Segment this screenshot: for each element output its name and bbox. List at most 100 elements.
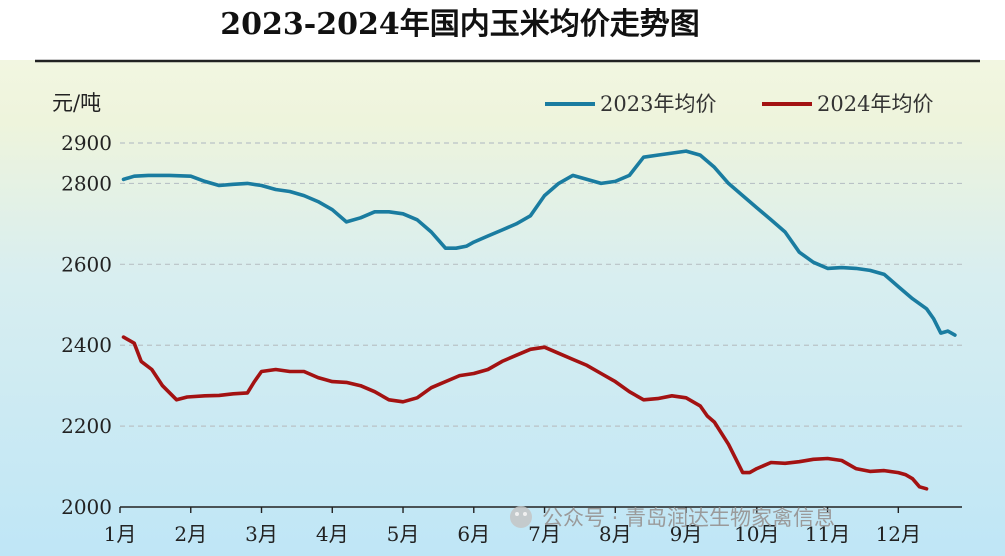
data-point-2023 — [953, 333, 957, 337]
data-point-2024 — [345, 381, 348, 384]
data-point-2024 — [868, 470, 872, 473]
wechat-icon-eye-left — [515, 512, 519, 516]
data-point-2024 — [359, 384, 362, 387]
data-point-2024 — [614, 380, 617, 383]
wechat-icon — [510, 506, 532, 528]
data-point-2024 — [670, 394, 674, 397]
x-tick-label: 3月 — [245, 522, 278, 546]
data-point-2024 — [628, 390, 631, 393]
x-tick-label: 8月 — [599, 522, 632, 546]
data-point-2024 — [274, 368, 277, 371]
y-tick-label: 2200 — [61, 414, 112, 438]
data-point-2023 — [614, 180, 617, 183]
data-point-2023 — [713, 166, 716, 169]
data-point-2024 — [253, 380, 256, 383]
data-point-2024 — [444, 380, 447, 383]
data-point-2024 — [727, 443, 730, 446]
data-point-2023 — [727, 182, 730, 185]
data-point-2023 — [840, 266, 843, 269]
y-tick-label: 2600 — [61, 252, 112, 276]
data-point-2024 — [748, 471, 751, 474]
data-point-2024 — [783, 462, 787, 465]
data-point-2023 — [812, 261, 815, 264]
data-point-2023 — [387, 210, 391, 213]
x-tick-label: 2月 — [174, 522, 207, 546]
data-point-2023 — [741, 194, 744, 197]
data-point-2024 — [826, 457, 829, 460]
data-point-2023 — [783, 230, 787, 234]
data-point-2023 — [260, 184, 263, 187]
data-point-2023 — [232, 183, 235, 186]
data-point-2024 — [458, 374, 461, 377]
data-point-2024 — [571, 358, 574, 361]
data-point-2023 — [444, 247, 447, 250]
data-point-2023 — [331, 208, 334, 211]
data-point-2024 — [706, 414, 709, 418]
data-point-2024 — [812, 458, 815, 461]
data-point-2023 — [670, 151, 674, 155]
data-point-2024 — [387, 398, 391, 401]
data-point-2023 — [401, 212, 405, 215]
data-point-2023 — [946, 329, 949, 333]
data-point-2024 — [316, 376, 320, 379]
legend: 2023年均价 2024年均价 — [545, 92, 933, 116]
data-point-2023 — [316, 200, 320, 203]
series-line-2024 — [121, 335, 929, 491]
data-point-2023 — [345, 220, 348, 224]
data-point-2024 — [911, 477, 914, 480]
x-tick-label: 5月 — [387, 522, 420, 546]
data-point-2023 — [416, 218, 419, 221]
data-point-2024 — [203, 394, 207, 397]
data-point-2024 — [331, 380, 334, 383]
data-point-2024 — [699, 404, 702, 408]
data-point-2024 — [122, 335, 125, 339]
data-point-2023 — [543, 194, 546, 197]
x-tick-label: 12月 — [876, 522, 921, 546]
data-point-2024 — [656, 397, 659, 400]
data-point-2024 — [904, 473, 907, 476]
y-tick-label: 2400 — [61, 333, 112, 357]
y-tick-label: 2000 — [61, 495, 112, 519]
x-tick-label: 10月 — [734, 522, 779, 546]
data-point-2024 — [373, 390, 376, 393]
data-point-2023 — [599, 182, 603, 185]
data-point-2024 — [642, 398, 645, 401]
data-point-2024 — [430, 386, 433, 389]
data-point-2024 — [840, 459, 843, 462]
x-tick-label: 11月 — [805, 522, 850, 546]
data-point-2024 — [585, 364, 589, 367]
data-point-2024 — [140, 360, 143, 363]
data-point-2023 — [486, 234, 490, 238]
data-point-2023 — [911, 297, 914, 300]
data-point-2023 — [798, 251, 801, 254]
data-point-2023 — [168, 174, 171, 177]
data-point-2023 — [868, 269, 872, 272]
data-point-2024 — [416, 396, 419, 399]
data-point-2024 — [897, 471, 900, 474]
x-tick-label: 6月 — [457, 522, 490, 546]
x-tick-label: 7月 — [528, 522, 561, 546]
chart-title: 2023-2024年国内玉米均价走势图 — [220, 7, 699, 42]
data-point-2023 — [642, 156, 645, 159]
data-point-2023 — [217, 184, 221, 187]
data-point-2023 — [769, 218, 773, 221]
data-point-2023 — [373, 210, 376, 213]
data-point-2023 — [302, 194, 306, 197]
data-point-2023 — [529, 214, 532, 217]
data-point-2023 — [203, 180, 207, 183]
data-point-2023 — [147, 174, 150, 177]
data-point-2024 — [217, 394, 221, 397]
data-point-2023 — [571, 174, 574, 177]
data-point-2023 — [430, 230, 433, 234]
data-point-2024 — [741, 471, 744, 474]
data-point-2023 — [515, 222, 518, 226]
data-point-2023 — [472, 240, 475, 244]
data-point-2024 — [755, 467, 758, 470]
data-point-2023 — [883, 273, 886, 276]
data-point-2023 — [897, 285, 900, 288]
data-point-2023 — [437, 238, 440, 242]
data-point-2023 — [189, 175, 192, 178]
data-point-2024 — [302, 370, 306, 373]
data-point-2024 — [401, 400, 405, 403]
